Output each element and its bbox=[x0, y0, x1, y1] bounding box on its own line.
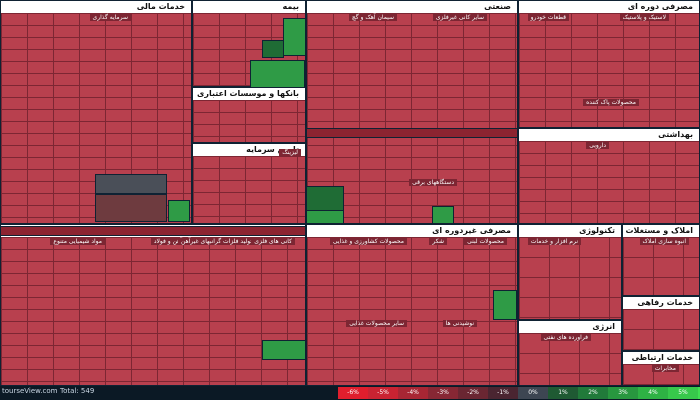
sector-tiles[interactable] bbox=[519, 13, 699, 127]
sector-title: خدمات ارتباطی bbox=[623, 352, 699, 364]
industry-label: مواد شیمیایی متنوع bbox=[50, 238, 105, 245]
legend-swatch: -6% bbox=[338, 387, 368, 399]
industry-label: سایر کانی غیرفلزی bbox=[432, 14, 487, 21]
industry-label: مخابرات bbox=[651, 365, 679, 372]
sector-tiles[interactable] bbox=[193, 156, 305, 223]
sector-tiles[interactable] bbox=[307, 237, 517, 385]
industry-label: محصولات پاک کننده bbox=[583, 99, 639, 106]
legend-swatch: -5% bbox=[368, 387, 398, 399]
sector-title: خدمات رفاهی bbox=[623, 297, 699, 309]
sector-title: صنعتی bbox=[307, 1, 517, 13]
legend-swatch: 0% bbox=[518, 387, 548, 399]
legend-swatch: 3% bbox=[608, 387, 638, 399]
sector-title: بیمه bbox=[193, 1, 305, 13]
legend-swatch: -3% bbox=[428, 387, 458, 399]
industry-label: شکر bbox=[429, 238, 447, 245]
sector-tiles[interactable] bbox=[623, 237, 699, 295]
sector-title: تامین سرمایه bbox=[193, 144, 305, 156]
industry-label: نرم افزار و خدمات bbox=[527, 238, 581, 245]
sector-title: مصرفی غیردوره ای bbox=[307, 225, 517, 237]
industry-label: قطعات خودرو bbox=[527, 14, 569, 21]
sector-tiles[interactable] bbox=[1, 237, 305, 385]
sector-title: مصرفی دوره ای bbox=[519, 1, 699, 13]
industry-label: آهن و فولاد bbox=[150, 238, 185, 245]
sector-health[interactable]: بهداشتی دارویی bbox=[518, 128, 700, 224]
total-count: Total: 549 bbox=[60, 387, 95, 395]
sector-tech[interactable]: تکنولوژی نرم افزار و خدمات bbox=[518, 224, 622, 320]
legend-swatch: 5% bbox=[668, 387, 698, 399]
sector-petro-b[interactable]: تامین سرمایه لیزینگ bbox=[192, 143, 306, 224]
industry-label: دستگاههای برقی bbox=[409, 179, 457, 186]
sector-title: انرژی bbox=[519, 321, 621, 333]
stock-tile[interactable] bbox=[493, 290, 517, 320]
sector-telecom[interactable]: خدمات ارتباطی مخابرات bbox=[622, 351, 700, 386]
sector-title: بهداشتی bbox=[519, 129, 699, 141]
color-legend: -6%-5%-4%-3%-2%-1%0%1%2%3%4%5%6% bbox=[338, 387, 700, 399]
sector-realestate[interactable]: املاک و مستغلات انبوه سازی املاک bbox=[622, 224, 700, 296]
industry-label: سیمان آهک و گچ bbox=[348, 14, 397, 21]
stock-tile[interactable] bbox=[95, 194, 167, 222]
stock-tile[interactable] bbox=[168, 200, 190, 222]
sector-banks[interactable]: بانکها و موسسات اعتباری bbox=[192, 87, 306, 143]
legend-swatch: -1% bbox=[488, 387, 518, 399]
legend-swatch: 4% bbox=[638, 387, 668, 399]
sector-consumer-noncyc[interactable]: مصرفی غیردوره ای محصولات کشاورزی و غذایی ش… bbox=[306, 224, 518, 386]
industry-label: دارویی bbox=[586, 142, 609, 149]
site-logo[interactable]: tourseView.com bbox=[2, 387, 58, 395]
industry-label: انبوه سازی املاک bbox=[639, 238, 689, 245]
industry-label: تولید فلزات گرانبهای غیرآهن bbox=[177, 238, 255, 245]
sector-title: بانکها و موسسات اعتباری bbox=[193, 88, 305, 100]
sector-energy[interactable]: انرژی فراورده های نفتی bbox=[518, 320, 622, 386]
stock-tile[interactable] bbox=[262, 340, 306, 360]
sector-title: خدمات مالی bbox=[1, 1, 191, 13]
industry-label: سایر محصولات غذایی bbox=[346, 320, 407, 327]
industry-label: محصولات کشاورزی و غذایی bbox=[329, 238, 407, 245]
legend-swatch: 2% bbox=[578, 387, 608, 399]
sector-tiles[interactable] bbox=[519, 333, 621, 385]
industry-label: سرمایه گذاری bbox=[89, 14, 131, 21]
stock-tile[interactable] bbox=[0, 226, 306, 236]
stock-tile[interactable] bbox=[306, 128, 518, 138]
industry-label: نوشیدنی ها bbox=[442, 320, 477, 327]
footer-bar: tourseView.com Total: 549 -6% -5% -4% -3% -2… bbox=[0, 386, 700, 400]
sector-title: املاک و مستغلات bbox=[623, 225, 699, 237]
legend-swatch: -4% bbox=[398, 387, 428, 399]
legend-swatch: -2% bbox=[458, 387, 488, 399]
sector-tiles[interactable] bbox=[519, 237, 621, 319]
industry-label: لیزینگ bbox=[279, 149, 301, 156]
stock-tile[interactable] bbox=[95, 174, 167, 194]
stock-tile[interactable] bbox=[283, 18, 306, 56]
industry-label: کانی های فلزی bbox=[251, 238, 295, 245]
sector-tiles[interactable] bbox=[519, 141, 699, 223]
sector-tiles[interactable] bbox=[623, 364, 699, 385]
sector-welfare[interactable]: خدمات رفاهی bbox=[622, 296, 700, 351]
industry-label: فراورده های نفتی bbox=[540, 334, 591, 341]
stock-tile[interactable] bbox=[432, 206, 454, 224]
stock-tile[interactable] bbox=[306, 210, 344, 224]
stock-tile[interactable] bbox=[250, 60, 305, 88]
legend-swatch: 6% bbox=[698, 387, 700, 399]
industry-label: لاستیک و پلاستیک bbox=[619, 14, 669, 21]
sector-tiles[interactable] bbox=[623, 309, 699, 350]
stock-tile[interactable] bbox=[262, 40, 284, 58]
sector-tiles[interactable] bbox=[193, 100, 305, 142]
legend-swatch: 1% bbox=[548, 387, 578, 399]
industry-label: محصولات لبنی bbox=[464, 238, 507, 245]
sector-consumer-cyclical[interactable]: مصرفی دوره ای قطعات خودرو لاستیک و پلاستیک… bbox=[518, 0, 700, 128]
sector-title: تکنولوژی bbox=[519, 225, 621, 237]
